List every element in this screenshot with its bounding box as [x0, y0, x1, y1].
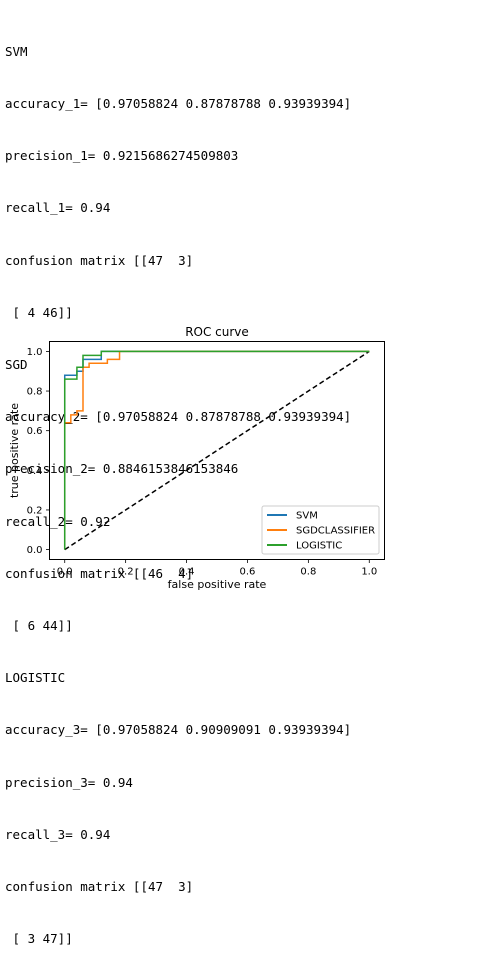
y-tick-label: 0.4 — [27, 466, 43, 477]
y-tick-label: 0.0 — [27, 545, 43, 556]
output-line: confusion matrix [[47 3] — [5, 879, 194, 895]
x-axis-label: false positive rate — [168, 578, 267, 591]
x-tick-label: 0.4 — [179, 567, 195, 578]
legend-label: LOGISTIC — [296, 541, 342, 552]
output-line: [ 3 47]] — [5, 931, 73, 947]
y-tick-label: 0.8 — [27, 387, 43, 398]
plot-frame — [49, 341, 385, 560]
y-axis-label: true positive rate — [8, 403, 21, 498]
output-line: [ 6 44]] — [5, 618, 73, 634]
series-line-logistic — [63, 350, 370, 550]
output-line: recall_3= 0.94 — [5, 826, 111, 842]
output-line: [ 4 46]] — [5, 304, 73, 320]
x-tick-label: 0.2 — [118, 567, 134, 578]
chance-diagonal-line — [64, 350, 370, 551]
y-tick-label: 0.6 — [27, 426, 43, 437]
output-line: SVM — [5, 43, 28, 59]
output-line: confusion matrix [[46 4] — [5, 565, 194, 581]
output-line: SGD — [5, 357, 28, 373]
x-tick-label: 0.8 — [300, 567, 316, 578]
x-tick-label: 1.0 — [361, 567, 377, 578]
output-line: confusion matrix [[47 3] — [5, 252, 194, 268]
output-line: recall_1= 0.94 — [5, 200, 111, 216]
y-axis-ticks: 0.0 0.2 0.4 0.6 0.8 1.0 — [27, 347, 50, 556]
x-axis-ticks: 0.0 0.2 0.4 0.6 0.8 1.0 — [57, 559, 377, 578]
output-line: accuracy_1= [0.97058824 0.87878788 0.939… — [5, 96, 352, 112]
output-line: precision_1= 0.9215686274509803 — [5, 148, 239, 164]
output-line: accuracy_3= [0.97058824 0.90909091 0.939… — [5, 722, 352, 738]
output-line: precision_2= 0.8846153846153846 — [5, 461, 239, 477]
x-tick-label: 0.6 — [240, 567, 256, 578]
output-line: accuracy_2= [0.97058824 0.87878788 0.939… — [5, 409, 352, 425]
y-tick-label: 1.0 — [27, 347, 43, 358]
legend-label: SGDCLASSIFIER — [296, 526, 375, 537]
plot-lines — [63, 350, 370, 551]
output-line: precision_3= 0.94 — [5, 774, 133, 790]
legend-box — [261, 505, 380, 555]
output-line: recall_2= 0.92 — [5, 513, 111, 529]
roc-chart: ROC curve 0.0 0.2 0.4 0.6 0.8 1.0 0.00.20.40.… — [8, 325, 385, 591]
y-tick-label: 0.2 — [27, 505, 43, 516]
legend-label: SVM — [296, 511, 318, 522]
chart-title: ROC curve — [185, 325, 249, 339]
legend: SVM SGDCLASSIFIER LOGISTIC — [261, 505, 380, 555]
x-tick-label: 0.0 — [57, 567, 73, 578]
output-line: LOGISTIC — [5, 670, 66, 686]
